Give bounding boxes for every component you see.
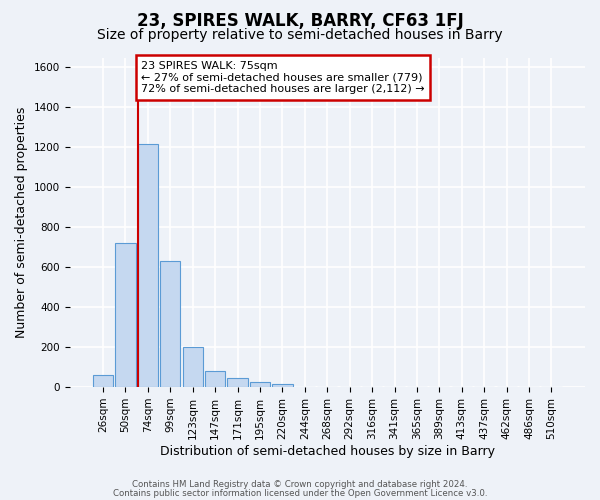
Bar <box>160 262 181 387</box>
Bar <box>115 244 136 387</box>
Bar <box>182 347 203 387</box>
Bar <box>227 378 248 387</box>
Text: Size of property relative to semi-detached houses in Barry: Size of property relative to semi-detach… <box>97 28 503 42</box>
Text: Contains HM Land Registry data © Crown copyright and database right 2024.: Contains HM Land Registry data © Crown c… <box>132 480 468 489</box>
Bar <box>205 371 225 387</box>
Text: 23 SPIRES WALK: 75sqm
← 27% of semi-detached houses are smaller (779)
72% of sem: 23 SPIRES WALK: 75sqm ← 27% of semi-deta… <box>141 61 425 94</box>
Text: Contains public sector information licensed under the Open Government Licence v3: Contains public sector information licen… <box>113 488 487 498</box>
Bar <box>272 384 293 387</box>
Bar <box>138 144 158 387</box>
Bar <box>250 382 270 387</box>
Bar <box>93 375 113 387</box>
X-axis label: Distribution of semi-detached houses by size in Barry: Distribution of semi-detached houses by … <box>160 444 495 458</box>
Text: 23, SPIRES WALK, BARRY, CF63 1FJ: 23, SPIRES WALK, BARRY, CF63 1FJ <box>137 12 463 30</box>
Y-axis label: Number of semi-detached properties: Number of semi-detached properties <box>15 106 28 338</box>
